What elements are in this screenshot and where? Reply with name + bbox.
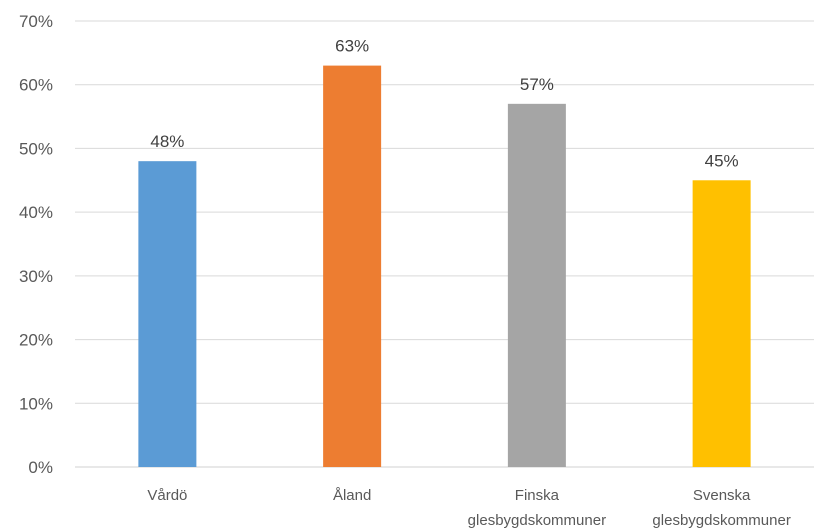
bar (507, 103, 566, 467)
x-category-label-line: Åland (333, 487, 371, 504)
x-category-label: Svenska glesbygdskommuner (652, 487, 790, 529)
y-tick-label: 20% (19, 331, 53, 350)
x-category-label-line: Vårdö (147, 487, 187, 504)
y-axis-tick-labels: 0% 10% 20% 30% 40% 50% 60% 70% (19, 12, 53, 477)
y-tick-label: 70% (19, 12, 53, 31)
x-category-label-line: Finska (515, 487, 560, 504)
bar-data-label: 45% (705, 151, 739, 170)
y-tick-label: 50% (19, 139, 53, 158)
x-category-label-line: glesbygdskommuner (468, 512, 606, 529)
x-category-label-line: glesbygdskommuner (652, 512, 790, 529)
x-category-label: Finska glesbygdskommuner (468, 487, 606, 529)
x-category-label: Åland (333, 487, 371, 504)
y-tick-label: 30% (19, 267, 53, 286)
y-tick-label: 0% (28, 458, 53, 477)
data-labels: 48% 63% 57% 45% (150, 37, 738, 171)
bar-data-label: 57% (520, 75, 554, 94)
bar-data-label: 48% (150, 132, 184, 151)
y-tick-label: 10% (19, 394, 53, 413)
gridlines (75, 20, 814, 468)
bar (138, 161, 197, 467)
y-tick-label: 40% (19, 203, 53, 222)
x-category-label: Vårdö (147, 487, 187, 504)
bar (323, 65, 382, 467)
bar (692, 180, 751, 468)
y-tick-label: 60% (19, 76, 53, 95)
x-category-label-line: Svenska (693, 487, 751, 504)
x-axis-category-labels: Vårdö Åland Finska glesbygdskommunerSvenska… (147, 487, 790, 529)
bars (138, 65, 751, 468)
bar-data-label: 63% (335, 37, 369, 56)
